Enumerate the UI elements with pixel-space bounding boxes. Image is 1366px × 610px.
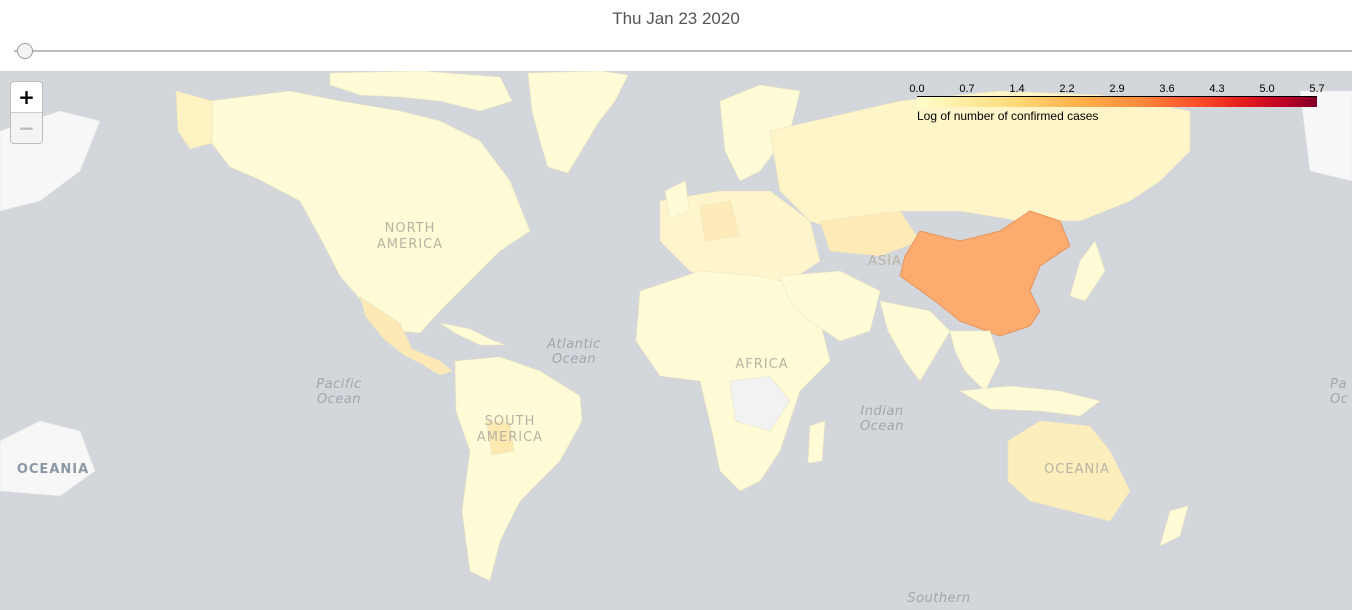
region-china: [899, 210, 1071, 337]
region-middle-east: [779, 270, 881, 342]
legend-tick-label: 0.7: [959, 83, 975, 95]
continent-label-africa: AFRICA: [735, 357, 789, 372]
zoom-controls: + −: [10, 81, 43, 144]
region-kazakhstan: [819, 210, 921, 257]
region-uk: [664, 180, 691, 220]
region-north-america: [209, 90, 531, 334]
region-south-america: [454, 356, 583, 582]
region-mexico: [359, 296, 453, 376]
legend-color-bar: [917, 96, 1317, 107]
time-slider-handle[interactable]: [17, 43, 33, 59]
region-southeast-asia: [949, 330, 1001, 392]
region-new-zealand: [1159, 505, 1189, 547]
region-madagascar: [807, 420, 826, 464]
region-central-europe: [699, 200, 741, 242]
legend-tick-label: 2.9: [1109, 83, 1125, 95]
continent-label-oceania-left: OCEANIA: [16, 462, 90, 477]
region-arctic-islands: [329, 71, 513, 112]
legend-tick-label: 4.3: [1209, 83, 1225, 95]
choropleth-map[interactable]: + − Atlantic Ocean Pacific Ocean Indian …: [0, 71, 1352, 610]
time-slider-track[interactable]: [14, 50, 1352, 52]
region-caribbean: [439, 322, 506, 346]
legend-ticks: 0.0 0.7 1.4 2.2 2.9 3.6 4.3 5.0 5.7: [909, 83, 1324, 95]
continent-label-asia: ASIA: [868, 254, 902, 269]
ocean-label-pacific-right: Pa Oc: [1330, 377, 1349, 407]
continent-label-oceania: OCEANIA: [1044, 462, 1110, 477]
zoom-out-button[interactable]: −: [11, 112, 42, 143]
legend-tick-label: 2.2: [1059, 83, 1075, 95]
legend-tick-label: 1.4: [1009, 83, 1025, 95]
color-legend: 0.0 0.7 1.4 2.2 2.9 3.6 4.3 5.0 5.7 Log of numbe…: [908, 81, 1324, 125]
zoom-in-button[interactable]: +: [18, 85, 35, 109]
region-indonesia: [959, 385, 1101, 417]
region-japan: [1069, 240, 1106, 302]
ocean-label-indian: Indian Ocean: [859, 404, 905, 434]
region-alaska: [175, 90, 213, 150]
legend-tick-label: 3.6: [1159, 83, 1175, 95]
legend-tick-label: 5.0: [1259, 83, 1275, 95]
region-greenland: [527, 71, 629, 174]
legend-tick-label: 0.0: [909, 83, 925, 95]
legend-tick-label: 5.7: [1309, 83, 1325, 95]
region-australia: [1007, 420, 1131, 522]
world-map-svg: [0, 71, 1352, 582]
region-alaska-right: [1299, 90, 1352, 182]
continent-label-south-america: SOUTH AMERICA: [476, 414, 544, 445]
region-drc: [729, 375, 791, 432]
region-australia-left: [0, 420, 96, 497]
region-bolivia: [485, 420, 515, 456]
ocean-label-atlantic: Atlantic Ocean: [547, 337, 601, 367]
continent-label-north-america: NORTH AMERICA: [376, 221, 444, 252]
ocean-label-pacific: Pacific Ocean: [316, 377, 362, 407]
legend-caption: Log of number of confirmed cases: [917, 109, 1099, 123]
region-india: [879, 300, 951, 382]
date-title: Thu Jan 23 2020: [612, 9, 740, 28]
ocean-label-southern: Southern: [907, 591, 971, 606]
